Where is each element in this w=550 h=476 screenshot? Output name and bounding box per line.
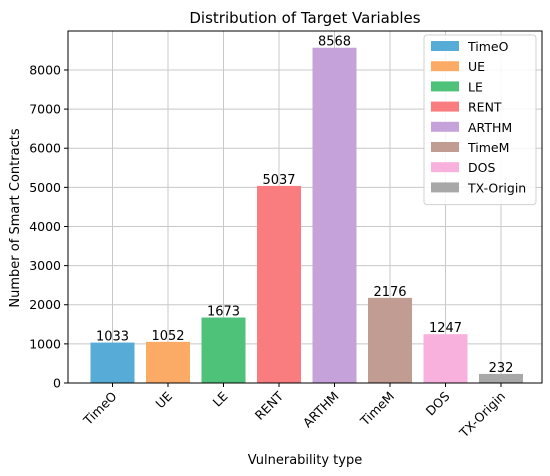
x-tick-label: DOS bbox=[423, 388, 453, 418]
x-tick-label: TX-Origin bbox=[456, 389, 508, 441]
legend-swatch bbox=[431, 142, 459, 152]
y-tick-label: 7000 bbox=[29, 102, 61, 117]
legend-label: TimeO bbox=[467, 39, 509, 54]
chart-title: Distribution of Target Variables bbox=[189, 9, 420, 27]
bar-dos bbox=[423, 334, 468, 383]
data-label: 1673 bbox=[207, 305, 240, 320]
legend-label: TX-Origin bbox=[467, 180, 526, 195]
data-label: 232 bbox=[489, 361, 514, 376]
legend-label: ARTHM bbox=[468, 120, 512, 135]
plot-frame bbox=[67, 30, 543, 384]
y-axis-label: Number of Smart Contracts bbox=[8, 128, 23, 307]
legend-label: RENT bbox=[468, 100, 502, 115]
legend-swatch bbox=[431, 182, 459, 193]
x-tick-label: LE bbox=[209, 388, 230, 409]
legend-label: LE bbox=[468, 79, 483, 94]
x-axis: TimeO UE LE RENT ARTHM TimeM DOS TX-Origin bbox=[80, 383, 508, 441]
x-tick-label: RENT bbox=[252, 388, 287, 423]
x-tick-label: TimeO bbox=[80, 388, 120, 428]
bar-rent bbox=[257, 185, 301, 383]
legend-swatch bbox=[431, 121, 459, 132]
data-label: 1033 bbox=[96, 330, 129, 345]
bar-timem bbox=[368, 297, 412, 383]
bar-tx-origin bbox=[479, 373, 523, 383]
x-tick-label: ARTHM bbox=[300, 389, 342, 431]
y-tick-label: 1000 bbox=[29, 336, 61, 351]
legend-swatch bbox=[431, 61, 459, 72]
legend-label: UE bbox=[468, 59, 485, 74]
bar-le bbox=[201, 317, 246, 383]
x-tick-label: TimeM bbox=[357, 389, 398, 430]
bar-arthm bbox=[312, 47, 357, 383]
y-tick-label: 3000 bbox=[29, 258, 61, 273]
data-label: 5037 bbox=[262, 173, 295, 188]
legend-swatch bbox=[431, 41, 459, 51]
data-label: 8568 bbox=[318, 35, 351, 50]
legend: TimeO UE LE RENT ARTHM TimeM DOS TX-Origin bbox=[423, 34, 537, 206]
data-label: 2176 bbox=[373, 285, 406, 300]
legend-swatch bbox=[431, 162, 459, 173]
y-tick-label: 6000 bbox=[29, 141, 61, 156]
legend-swatch bbox=[431, 81, 459, 92]
y-axis: 0 1000 2000 3000 4000 5000 6000 7000 8000 bbox=[29, 62, 68, 391]
y-tick-label: 8000 bbox=[29, 62, 61, 77]
bar-timeo bbox=[90, 342, 135, 383]
y-tick-label: 4000 bbox=[29, 219, 61, 234]
legend-swatch bbox=[431, 101, 459, 112]
y-tick-label: 0 bbox=[53, 376, 61, 391]
bar-ue bbox=[146, 341, 190, 383]
data-label: 1052 bbox=[151, 329, 184, 344]
y-tick-label: 2000 bbox=[29, 297, 61, 312]
legend-label: TimeM bbox=[467, 140, 509, 155]
data-labels: 1033 1052 1673 5037 8568 2176 1247 232 bbox=[96, 35, 513, 376]
data-label: 1247 bbox=[429, 321, 462, 336]
bars bbox=[90, 47, 523, 383]
y-tick-label: 5000 bbox=[29, 180, 61, 195]
legend-label: DOS bbox=[468, 160, 495, 175]
x-tick-label: UE bbox=[152, 388, 175, 411]
x-axis-label: Vulnerability type bbox=[248, 453, 362, 468]
